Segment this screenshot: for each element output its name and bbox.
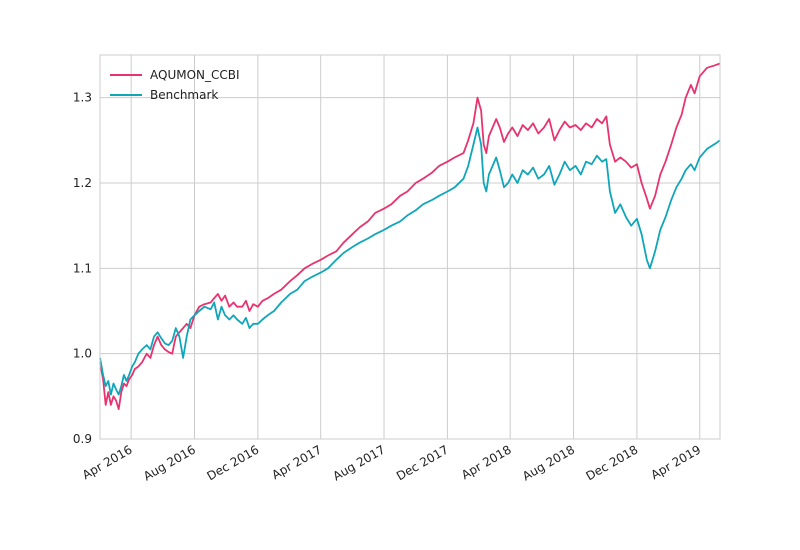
legend-label: AQUMON_CCBI — [150, 68, 240, 82]
y-tick-label: 1.2 — [73, 176, 92, 190]
x-tick-label: Aug 2018 — [520, 442, 577, 483]
y-axis: 0.9 1.0 1.1 1.2 1.3 — [73, 91, 92, 446]
x-tick-label: Apr 2019 — [649, 442, 704, 482]
series-line-benchmark — [99, 126, 721, 396]
plot-frame — [99, 54, 721, 440]
legend-label: Benchmark — [150, 88, 218, 102]
x-tick-label: Apr 2017 — [269, 442, 324, 482]
series-line-aqumon-ccbi — [99, 62, 721, 410]
y-tick-label: 0.9 — [73, 432, 92, 446]
x-tick-label: Apr 2016 — [80, 442, 135, 482]
series-layer — [99, 62, 721, 410]
x-tick-label: Dec 2018 — [584, 442, 641, 483]
y-tick-label: 1.1 — [73, 261, 92, 275]
x-tick-label: Dec 2017 — [394, 442, 451, 483]
x-tick-label: Aug 2017 — [330, 442, 387, 483]
x-tick-label: Aug 2016 — [141, 442, 198, 483]
y-tick-label: 1.0 — [73, 347, 92, 361]
x-tick-label: Apr 2018 — [459, 442, 514, 482]
legend: AQUMON_CCBI Benchmark — [110, 68, 240, 102]
x-tick-label: Dec 2016 — [204, 442, 261, 483]
x-axis: Apr 2016 Aug 2016 Dec 2016 Apr 2017 Aug 2017… — [80, 442, 703, 483]
plot-area — [100, 55, 720, 439]
y-tick-label: 1.3 — [73, 91, 92, 105]
